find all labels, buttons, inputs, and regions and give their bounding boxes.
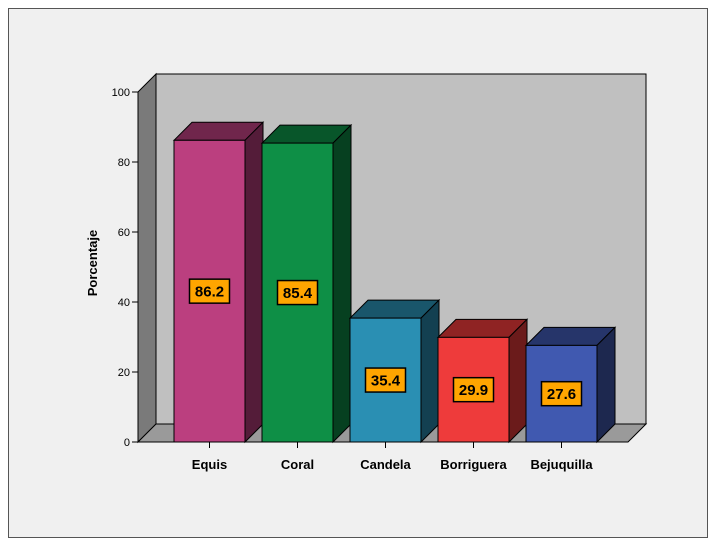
value-label-box xyxy=(364,367,407,393)
side-wall xyxy=(137,72,157,444)
value-label-box xyxy=(452,376,495,403)
value-label-box xyxy=(276,279,319,306)
y-tick-label: 60 xyxy=(118,227,130,239)
value-label: 86.2 xyxy=(195,284,224,301)
chart-frame: 0 20 40 60 80 100 86.2 85.4 35.4 29.9 27.6 Equis C… xyxy=(8,8,708,538)
bar-side-face xyxy=(596,326,616,444)
y-axis: 0 20 40 60 80 100 xyxy=(112,87,139,449)
y-tick-label: 100 xyxy=(112,87,130,99)
bar-bejuquilla: 27.6 xyxy=(524,326,617,444)
bar-coral: 85.4 xyxy=(260,123,353,444)
x-category-label: Candela xyxy=(360,457,411,472)
x-category-label: Equis xyxy=(192,457,227,472)
bar-side-face xyxy=(508,318,528,444)
bars: 86.2 85.4 35.4 29.9 27.6 xyxy=(172,121,617,444)
bar-chart: 0 20 40 60 80 100 86.2 85.4 35.4 29.9 27.6 Equis C… xyxy=(85,72,648,472)
value-label: 35.4 xyxy=(371,373,401,390)
bar-candela: 35.4 xyxy=(348,298,441,444)
x-category-label: Bejuquilla xyxy=(530,457,593,472)
y-tick-label: 80 xyxy=(118,157,130,169)
x-category-label: Coral xyxy=(281,457,314,472)
bar-borriguera: 29.9 xyxy=(436,318,529,444)
y-axis-title: Porcentaje xyxy=(85,230,100,296)
value-label: 85.4 xyxy=(283,285,313,302)
y-tick-label: 0 xyxy=(124,437,130,449)
x-axis-labels: Equis Coral Candela Borriguera Bejuquilla xyxy=(192,442,593,472)
y-tick-label: 20 xyxy=(118,367,130,379)
bar-equis: 86.2 xyxy=(172,121,265,444)
x-category-label: Borriguera xyxy=(440,457,507,472)
bar-side-face xyxy=(332,123,352,444)
value-label-box xyxy=(188,278,231,304)
bar-side-face xyxy=(244,121,264,444)
value-label-box xyxy=(540,380,583,407)
bar-side-face xyxy=(420,298,440,444)
value-label: 29.9 xyxy=(459,382,488,399)
value-label: 27.6 xyxy=(547,386,576,403)
y-tick-label: 40 xyxy=(118,297,130,309)
